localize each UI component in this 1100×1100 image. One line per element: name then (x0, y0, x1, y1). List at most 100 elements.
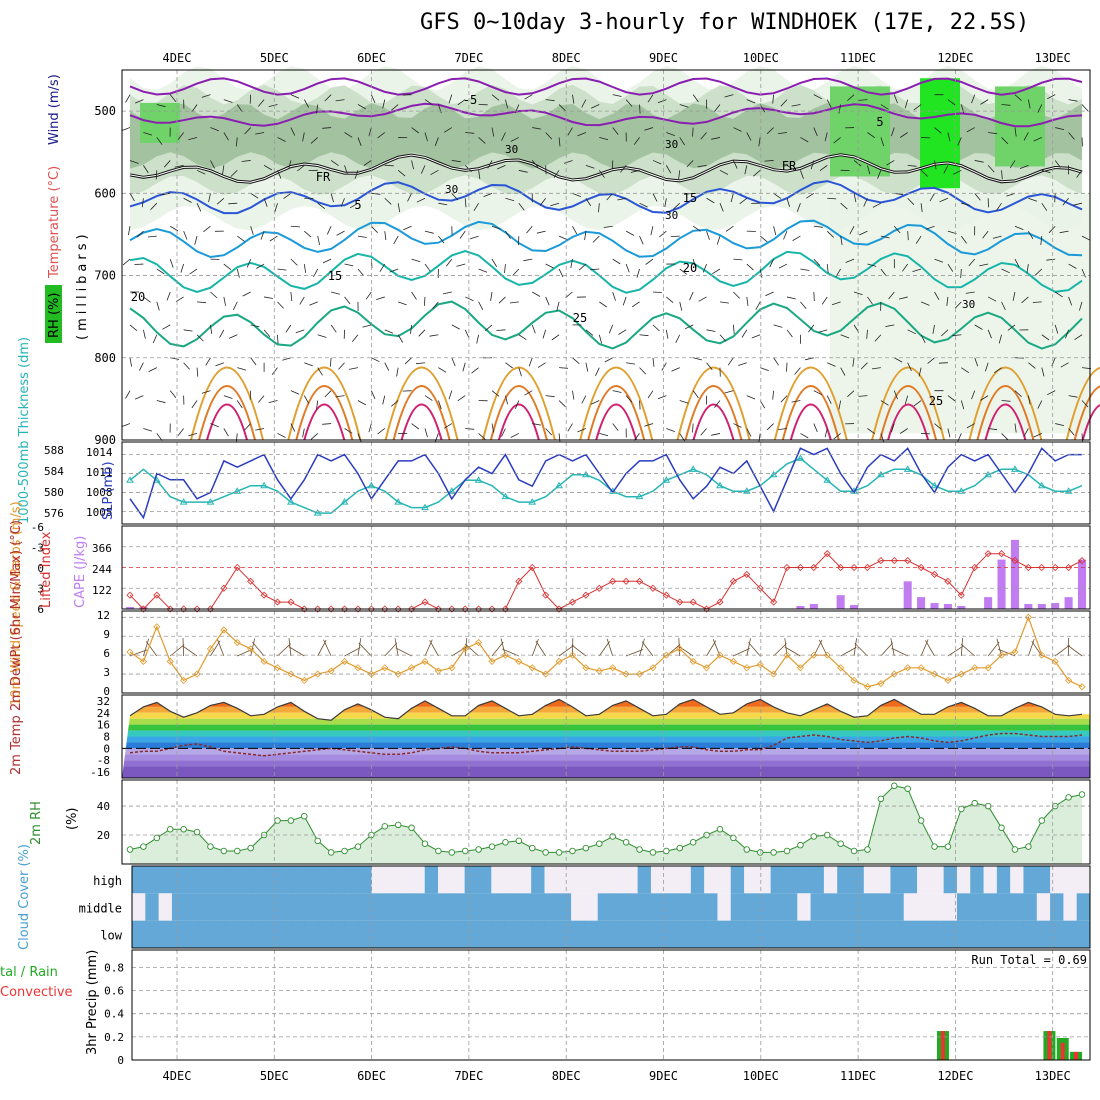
rh-marker (689, 839, 697, 846)
wind-barb (210, 127, 219, 132)
precip-convective-bar (1074, 1051, 1079, 1060)
wind-barb (630, 169, 640, 173)
li-marker (126, 591, 134, 599)
cape-bar (903, 581, 912, 609)
wind-barb (920, 334, 926, 343)
cape-tick: 244 (92, 563, 112, 576)
wind-barb (595, 367, 600, 376)
wind-barb (907, 164, 917, 167)
cape-bar (139, 607, 148, 609)
wind-speed-marker (394, 670, 402, 678)
wind-barb (237, 367, 247, 371)
rh-marker (341, 847, 348, 855)
wind-barb (316, 104, 319, 114)
cloud-cell (1010, 893, 1024, 921)
cloud-cell (211, 893, 226, 921)
wind-barb (1074, 334, 1083, 341)
rh-marker (354, 843, 362, 850)
thickness-tick: 576 (44, 507, 64, 520)
rh-contour-label: 30 (962, 298, 975, 311)
thickness-marker (1037, 481, 1046, 489)
date-label-top: 7DEC (454, 51, 483, 65)
li-marker (622, 577, 630, 585)
wind-speed-marker (568, 651, 577, 659)
cape-bar (917, 597, 926, 609)
wind-barb (980, 395, 989, 401)
wind-barb (780, 395, 788, 403)
wind-barb (644, 423, 654, 427)
li-marker (488, 605, 496, 613)
wind-barb (759, 235, 768, 243)
wind-barb (491, 94, 500, 101)
cloud-cell (384, 866, 399, 894)
wind-barb (370, 94, 376, 104)
wind-barb (592, 235, 600, 243)
warm-arch (595, 403, 638, 441)
cloud-cell (211, 920, 226, 948)
cloud-cell (464, 866, 479, 894)
wind-barb (496, 329, 506, 331)
wind-barb (121, 423, 131, 427)
li-marker (1011, 557, 1019, 565)
cloud-cell (730, 893, 745, 921)
cloud-cell (531, 920, 545, 948)
wind-barb (177, 428, 184, 436)
wind-barb (232, 301, 238, 311)
wind-barb (491, 127, 495, 137)
pressure-tick: 900 (94, 433, 116, 447)
wind-barb (531, 160, 539, 168)
wind-barb (598, 334, 602, 344)
wind-barb-10m (169, 644, 185, 657)
rh-marker (958, 805, 965, 813)
wind-barb-10m (571, 644, 587, 657)
wind-barb (376, 296, 385, 300)
wind-barb (501, 132, 506, 141)
wind-barb (357, 400, 366, 406)
warm-arch (692, 403, 735, 441)
wind-barb (141, 198, 144, 208)
wind-barb (143, 132, 153, 136)
wind-barb (858, 99, 868, 101)
rh-marker (381, 823, 389, 830)
wind-barb (336, 230, 345, 236)
li-marker (796, 563, 804, 572)
rh-marker (596, 840, 603, 847)
wind-barb (679, 268, 688, 275)
li-marker (957, 591, 965, 599)
warm-arch (984, 403, 1027, 441)
li-marker (193, 605, 201, 613)
wind-barb (188, 137, 198, 141)
wind-barb (223, 428, 229, 437)
cloud-cell (238, 920, 253, 948)
wind-barb (344, 263, 354, 267)
wind-barb (598, 203, 600, 213)
cloud-cell (1076, 893, 1091, 921)
isotherm-label: 15 (328, 269, 342, 283)
wind-barb (697, 164, 707, 168)
wind-barb (647, 390, 654, 399)
wind-barb (612, 291, 616, 301)
warm-arch (1065, 366, 1100, 441)
wind-barb (934, 291, 940, 300)
wind-barb (197, 301, 207, 304)
cloud-cell (238, 893, 253, 921)
wind-barb (867, 132, 876, 139)
warm-arch (968, 366, 1043, 441)
rh-marker (140, 843, 147, 850)
cloud-cell (251, 866, 266, 894)
cloud-cell (970, 866, 985, 894)
wind-barb (545, 132, 553, 140)
cloud-cell (145, 893, 160, 921)
wind-barb (317, 202, 326, 210)
wind-barb (899, 428, 908, 434)
wind-barb (465, 132, 475, 134)
wind-barb (1068, 132, 1075, 140)
wind-speed-marker (930, 670, 939, 678)
wind-barb (907, 329, 916, 335)
wind-speed-marker (850, 676, 858, 684)
cloud-cell (571, 920, 585, 948)
cloud-cell (438, 920, 452, 948)
wind-barb (1023, 132, 1029, 141)
li-tick: 0 (37, 562, 44, 575)
wind-barb (250, 357, 257, 366)
